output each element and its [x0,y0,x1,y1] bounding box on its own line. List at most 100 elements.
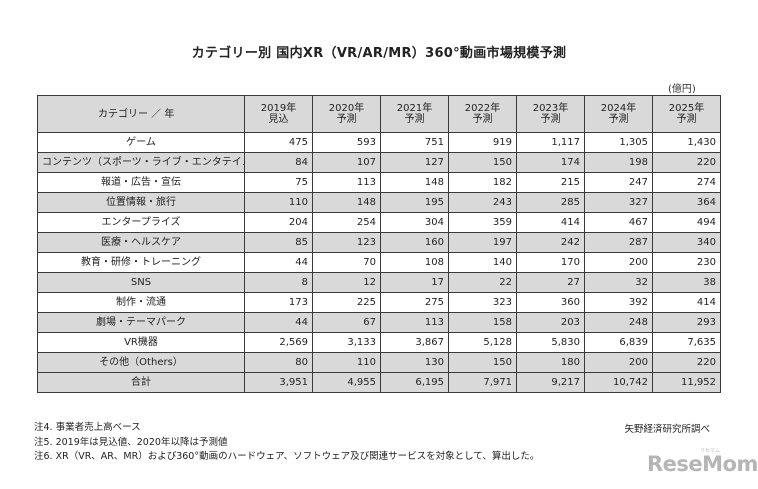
cell-value: 70 [312,252,381,273]
cell-value: 203 [516,312,585,333]
cell-value: 248 [584,312,653,333]
cell-value: 414 [652,292,721,313]
header-year: 2022年 予測 [448,95,517,133]
cell-value: 110 [312,352,381,373]
cell-value: 6,839 [584,332,653,353]
cell-value: 148 [312,192,381,213]
cell-value: 327 [584,192,653,213]
cell-value: 27 [516,272,585,293]
cell-value: 225 [312,292,381,313]
row-category: 制作・流通 [37,292,245,313]
resemom-logo-ruby: リセマム [700,448,721,454]
cell-value: 243 [448,192,517,213]
header-year-sub: 見込 [268,114,289,125]
table-row: SNS 8 12 17 22 27 32 38 [37,272,721,293]
cell-value: 3,133 [312,332,381,353]
cell-value: 17 [380,272,449,293]
cell-value: 230 [652,252,721,273]
cell-value: 220 [652,152,721,173]
cell-value: 360 [516,292,585,313]
cell-value: 1,430 [652,132,721,153]
cell-value: 323 [448,292,517,313]
header-year-label: 2019年 [260,103,297,114]
cell-value: 215 [516,172,585,193]
cell-value: 150 [448,352,517,373]
cell-value: 275 [380,292,449,313]
header-year-label: 2025年 [668,103,705,114]
cell-value: 182 [448,172,517,193]
cell-value: 127 [380,152,449,173]
cell-value: 293 [652,312,721,333]
row-category: コンテンツ（スポーツ・ライブ・エンタテイメント） [37,152,245,173]
cell-value: 3,867 [380,332,449,353]
cell-value: 123 [312,232,381,253]
cell-value: 158 [448,312,517,333]
total-value: 6,195 [380,372,449,393]
table-row: 劇場・テーマパーク 44 67 113 158 203 248 293 [37,312,721,333]
cell-value: 150 [448,152,517,173]
cell-value: 285 [516,192,585,213]
cell-value: 174 [516,152,585,173]
header-year-label: 2022年 [464,103,501,114]
header-year: 2025年 予測 [652,95,721,133]
cell-value: 414 [516,212,585,233]
cell-value: 170 [516,252,585,273]
cell-value: 75 [244,172,313,193]
cell-value: 198 [584,152,653,173]
header-year-label: 2020年 [328,103,365,114]
header-year-label: 2021年 [396,103,433,114]
cell-value: 130 [380,352,449,373]
cell-value: 173 [244,292,313,313]
table-row: 制作・流通 173 225 275 323 360 392 414 [37,292,721,313]
cell-value: 254 [312,212,381,233]
header-year-sub: 予測 [404,114,425,125]
row-category: エンタープライズ [37,212,245,233]
cell-value: 67 [312,312,381,333]
header-year-label: 2024年 [600,103,637,114]
table-row: エンタープライズ 204 254 304 359 414 467 494 [37,212,721,233]
cell-value: 197 [448,232,517,253]
row-category: その他（Others） [37,352,245,373]
cell-value: 38 [652,272,721,293]
total-value: 10,742 [584,372,653,393]
footnote: 注4. 事業者売上高ベース [34,422,141,433]
cell-value: 84 [244,152,313,173]
header-year-sub: 予測 [676,114,697,125]
cell-value: 8 [244,272,313,293]
header-category: カテゴリー ／ 年 [37,95,245,133]
header-year: 2019年 見込 [244,95,313,133]
row-category: 劇場・テーマパーク [37,312,245,333]
table-row: その他（Others） 80 110 130 150 180 200 220 [37,352,721,373]
footnote: 注6. XR（VR、AR、MR）および360°動画のハードウェア、ソフトウェア及… [34,451,540,462]
row-category: ゲーム [37,132,245,153]
header-year: 2023年 予測 [516,95,585,133]
cell-value: 1,305 [584,132,653,153]
table-row: 医療・ヘルスケア 85 123 160 197 242 287 340 [37,232,721,253]
table-header-row: カテゴリー ／ 年 2019年 見込 2020年 予測 2021年 予測 2022年予… [37,95,721,133]
table-body: ゲーム 475 593 751 919 1,117 1,305 1,430 コンテンツ（スポーツ… [37,132,721,393]
cell-value: 364 [652,192,721,213]
cell-value: 5,128 [448,332,517,353]
cell-value: 304 [380,212,449,233]
cell-value: 204 [244,212,313,233]
footnotes: 注4. 事業者売上高ベース 注5. 2019年は見込値、2020年以降は予測値 … [34,421,539,465]
cell-value: 108 [380,252,449,273]
cell-value: 274 [652,172,721,193]
cell-value: 22 [448,272,517,293]
cell-value: 160 [380,232,449,253]
cell-value: 32 [584,272,653,293]
cell-value: 200 [584,252,653,273]
header-year: 2021年 予測 [380,95,449,133]
cell-value: 247 [584,172,653,193]
cell-value: 2,569 [244,332,313,353]
source-credit: 矢野経済研究所調べ [624,424,710,435]
cell-value: 7,635 [652,332,721,353]
cell-value: 593 [312,132,381,153]
table-row: 位置情報・旅行 110 148 195 243 285 327 364 [37,192,721,213]
cell-value: 340 [652,232,721,253]
cell-value: 107 [312,152,381,173]
row-category: 報道・広告・宣伝 [37,172,245,193]
cell-value: 1,117 [516,132,585,153]
cell-value: 113 [312,172,381,193]
cell-value: 148 [380,172,449,193]
